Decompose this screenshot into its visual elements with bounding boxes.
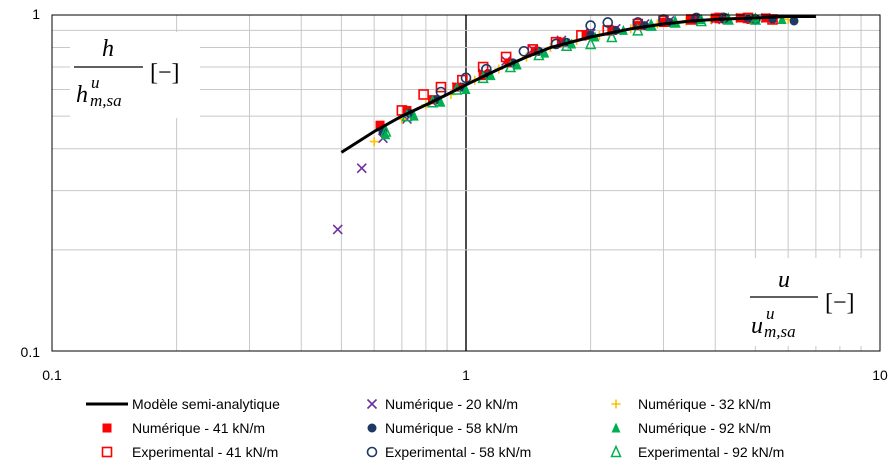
y-label-denominator: h [76,82,88,108]
triangle-marker [611,422,621,433]
x-label-superscript: u [766,304,775,323]
triangle-marker [540,47,550,58]
y-label-subscript: m,sa [90,91,122,110]
triangle-marker [512,59,522,70]
y-label-unit: [−] [150,60,180,86]
triangle-marker [436,96,446,107]
legend-item: Numérique - 20 kN/m [366,396,518,412]
plus-marker [369,137,379,147]
y-label-numerator: h [102,36,114,62]
series-group [340,15,816,154]
open-triangle-marker [606,29,618,43]
legend-item: Numérique - 92 kN/m [611,420,771,436]
y-axis-label: h h u m,sa [−] [70,32,200,118]
open-square-marker [101,446,113,458]
legend-label: Modèle semi-analytique [132,396,280,412]
square-marker [659,17,669,27]
square-marker [556,37,566,47]
triangle-marker [461,84,471,95]
legend-label: Experimental - 58 kN/m [385,444,531,460]
legend-symbol-triangle [611,422,621,433]
legend-item: Experimental - 92 kN/m [610,444,784,460]
plot-border [51,14,881,352]
legend-item: Experimental - 58 kN/m [366,444,531,460]
x-marker [366,398,378,410]
open-circle-marker [585,20,596,31]
legend-label: Experimental - 41 kN/m [132,444,278,460]
open-triangle-marker [584,36,597,50]
plus-marker [611,399,621,409]
x-tick-label: 10 [872,367,888,383]
legend-label: Numérique - 92 kN/m [638,420,771,436]
legend-label: Experimental - 92 kN/m [638,444,784,460]
legend-symbol-square [102,423,112,433]
legend-label: Numérique - 41 kN/m [132,420,265,436]
y-tick-label: 1 [32,6,40,22]
legend-item: Numérique - 58 kN/m [367,420,518,436]
open-square-marker [500,51,512,63]
x-tick-label: 0.1 [42,367,62,383]
open-circle-marker [602,17,614,28]
x-label-numerator: u [778,267,790,293]
x-label-denominator: u [751,313,763,339]
y-tick-label: 0.1 [21,344,41,360]
x-marker [356,163,367,174]
legend-item: Numérique - 41 kN/m [102,420,265,436]
legend-symbol-open-triangle [610,444,622,458]
legend-symbol-circle [367,423,377,433]
square-marker [375,120,385,130]
triangle-marker [777,13,787,24]
y-label-superscript: u [91,73,100,92]
circle-marker [789,16,799,26]
legend-label: Numérique - 20 kN/m [385,396,518,412]
legend-item: Experimental - 41 kN/m [101,444,278,460]
series-layer [332,12,816,235]
legend-symbol-plus [611,399,621,409]
x-label-unit: [−] [825,290,855,316]
legend-label: Numérique - 58 kN/m [385,420,518,436]
x-label-subscript: m,sa [764,322,796,341]
legend-symbol-x [366,398,378,410]
triangle-marker [409,110,419,121]
legend-symbol-open-circle [366,446,378,458]
legend-symbol-open-square [101,446,113,458]
open-circle-marker [518,45,530,57]
triangle-marker [381,129,391,140]
open-triangle-marker [380,124,392,137]
open-triangle-marker [610,444,622,458]
x-axis-label: u u u m,sa [−] [744,258,878,346]
legend-item: Modèle semi-analytique [86,396,280,412]
legend-label: Numérique - 32 kN/m [638,396,771,412]
open-circle-marker [366,446,378,458]
circle-marker [367,423,377,433]
square-marker [102,423,112,433]
triangle-marker [486,70,496,81]
legend: Modèle semi-analytique Numérique - 20 kN… [86,396,784,460]
open-square-marker [418,89,429,100]
square-marker [452,82,462,92]
open-triangle-marker [632,23,644,36]
model-curve [340,15,816,154]
legend-item: Numérique - 32 kN/m [611,396,771,412]
open-circle-marker [460,72,472,84]
x-marker [332,224,343,235]
open-square-marker [435,81,447,93]
x-tick-label: 1 [462,367,470,383]
